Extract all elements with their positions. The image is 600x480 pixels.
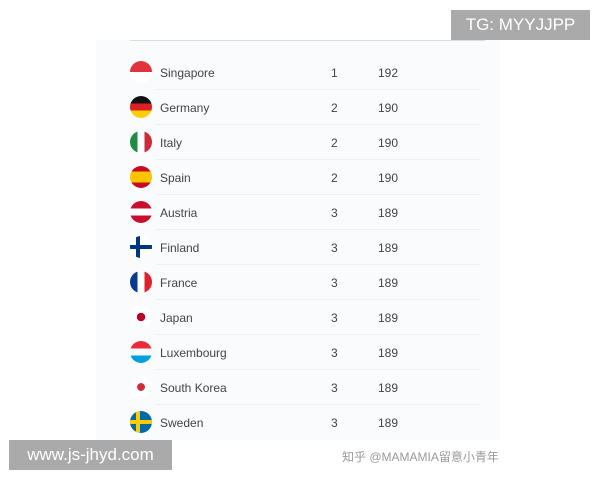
- flag-japan-icon: [130, 306, 152, 328]
- row-divider: [156, 404, 480, 405]
- row-divider: [156, 159, 480, 160]
- rank: 3: [331, 416, 338, 430]
- score: 189: [378, 381, 399, 395]
- flag-spain-icon: [130, 166, 152, 188]
- row-divider: [156, 229, 480, 230]
- divider: [130, 40, 485, 41]
- rank: 3: [331, 206, 338, 220]
- flag-germany-icon: [130, 96, 152, 118]
- table-row: South Korea 3 189: [126, 370, 480, 405]
- row-divider: [156, 194, 480, 195]
- rank: 2: [331, 136, 338, 150]
- score: 190: [378, 136, 399, 150]
- table-row: Singapore 1 192: [126, 55, 480, 90]
- score: 189: [378, 276, 399, 290]
- table-row: Austria 3 189: [126, 195, 480, 230]
- table-row: Finland 3 189: [126, 230, 480, 265]
- country-name: Japan: [160, 311, 193, 325]
- score: 190: [378, 101, 399, 115]
- score: 189: [378, 416, 399, 430]
- flag-austria-icon: [130, 201, 152, 223]
- country-name: South Korea: [160, 381, 227, 395]
- score: 189: [378, 311, 399, 325]
- row-divider: [156, 334, 480, 335]
- flag-cross-horizontal: [130, 420, 152, 424]
- rank: 3: [331, 311, 338, 325]
- website-overlay: www.js-jhyd.com: [9, 440, 172, 470]
- table-row: France 3 189: [126, 265, 480, 300]
- flag-finland-icon: [130, 236, 152, 258]
- score: 189: [378, 206, 399, 220]
- row-divider: [156, 264, 480, 265]
- flag-cross-horizontal: [130, 245, 152, 249]
- country-name: Finland: [160, 241, 200, 255]
- rank: 3: [331, 241, 338, 255]
- country-name: France: [160, 276, 198, 290]
- country-name: Italy: [160, 136, 183, 150]
- score: 189: [378, 346, 399, 360]
- flag-south-korea-icon: [130, 376, 152, 398]
- flag-sweden-icon: [130, 411, 152, 433]
- score: 192: [378, 66, 399, 80]
- flag-france-icon: [130, 271, 152, 293]
- row-divider: [156, 299, 480, 300]
- row-divider: [156, 124, 480, 125]
- rank: 2: [331, 101, 338, 115]
- table-row: Italy 2 190: [126, 125, 480, 160]
- watermark: 知乎 @MAMAMIA留意小青年: [342, 450, 499, 464]
- flag-cross-vertical: [136, 411, 140, 433]
- score: 190: [378, 171, 399, 185]
- table-row: Sweden 3 189: [126, 405, 480, 440]
- flag-cross-vertical: [136, 236, 140, 258]
- flag-singapore-icon: [130, 61, 152, 83]
- table-row: Luxembourg 3 189: [126, 335, 480, 370]
- ranking-card: [96, 40, 500, 440]
- table-row: Spain 2 190: [126, 160, 480, 195]
- rank: 3: [331, 346, 338, 360]
- country-name: Sweden: [160, 416, 204, 430]
- table-row: Germany 2 190: [126, 90, 480, 125]
- tg-overlay: TG: MYYJJPP: [451, 10, 590, 40]
- country-name: Luxembourg: [160, 346, 227, 360]
- score: 189: [378, 241, 399, 255]
- rank: 3: [331, 381, 338, 395]
- country-name: Spain: [160, 171, 191, 185]
- country-name: Austria: [160, 206, 198, 220]
- rank: 1: [331, 66, 338, 80]
- rank: 3: [331, 276, 338, 290]
- table-row: Japan 3 189: [126, 300, 480, 335]
- row-divider: [156, 369, 480, 370]
- country-name: Singapore: [160, 66, 215, 80]
- flag-italy-icon: [130, 131, 152, 153]
- rank: 2: [331, 171, 338, 185]
- row-divider: [156, 89, 480, 90]
- flag-luxembourg-icon: [130, 341, 152, 363]
- country-name: Germany: [160, 101, 210, 115]
